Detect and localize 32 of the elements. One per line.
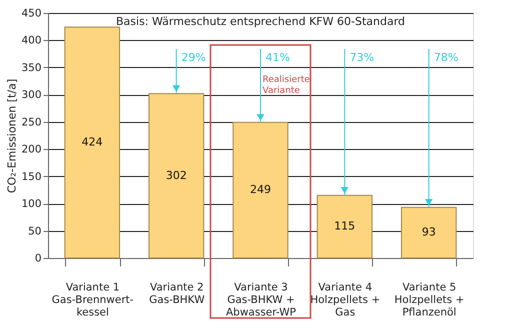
y-tick-label: 0 [34,252,42,264]
annotation: Realisierte Variante [262,75,310,96]
data-label: 93 [422,226,436,239]
x-tick-label: Variante 4 Holzpellets + Gas [310,282,380,318]
data-label: 302 [166,168,187,182]
bar [148,93,204,258]
annotation: 73% [350,51,374,64]
x-tick-label: Variante 5 Holzpellets + Pflanzenöl [394,282,464,318]
data-label: 249 [250,183,271,196]
data-label: 115 [334,220,356,233]
bar [316,194,373,258]
y-tick-label: 350 [21,62,42,74]
x-tick-label: Variante 1 Gas-Brennwert- kessel [52,282,134,318]
y-tick-label: 200 [21,144,42,156]
y-tick-label: 400 [21,34,42,47]
bar [400,206,457,258]
x-tick-label: Variante 2 Gas-BHKW [149,282,206,306]
y-tick-label: 150 [21,170,42,183]
bar [64,26,120,258]
x-tick-label: Variante 3 Gas-BHKW + Abwasser-WP [226,282,296,318]
annotation: 29% [181,51,206,64]
annotation: Basis: Wärmeschutz entsprechend KFW 60-Standard [116,15,406,28]
y-tick-label: 50 [28,225,42,238]
bar [232,122,288,258]
annotation: 41% [266,51,290,64]
y-tick-label: 100 [21,198,42,210]
y-tick-label: 450 [21,8,42,20]
y-axis-title: CO₂-Emissionen [t/a] [5,78,18,194]
annotation: 78% [434,51,458,64]
y-tick-label: 250 [21,116,42,128]
y-tick-label: 300 [21,89,42,102]
data-label: 424 [82,136,103,149]
